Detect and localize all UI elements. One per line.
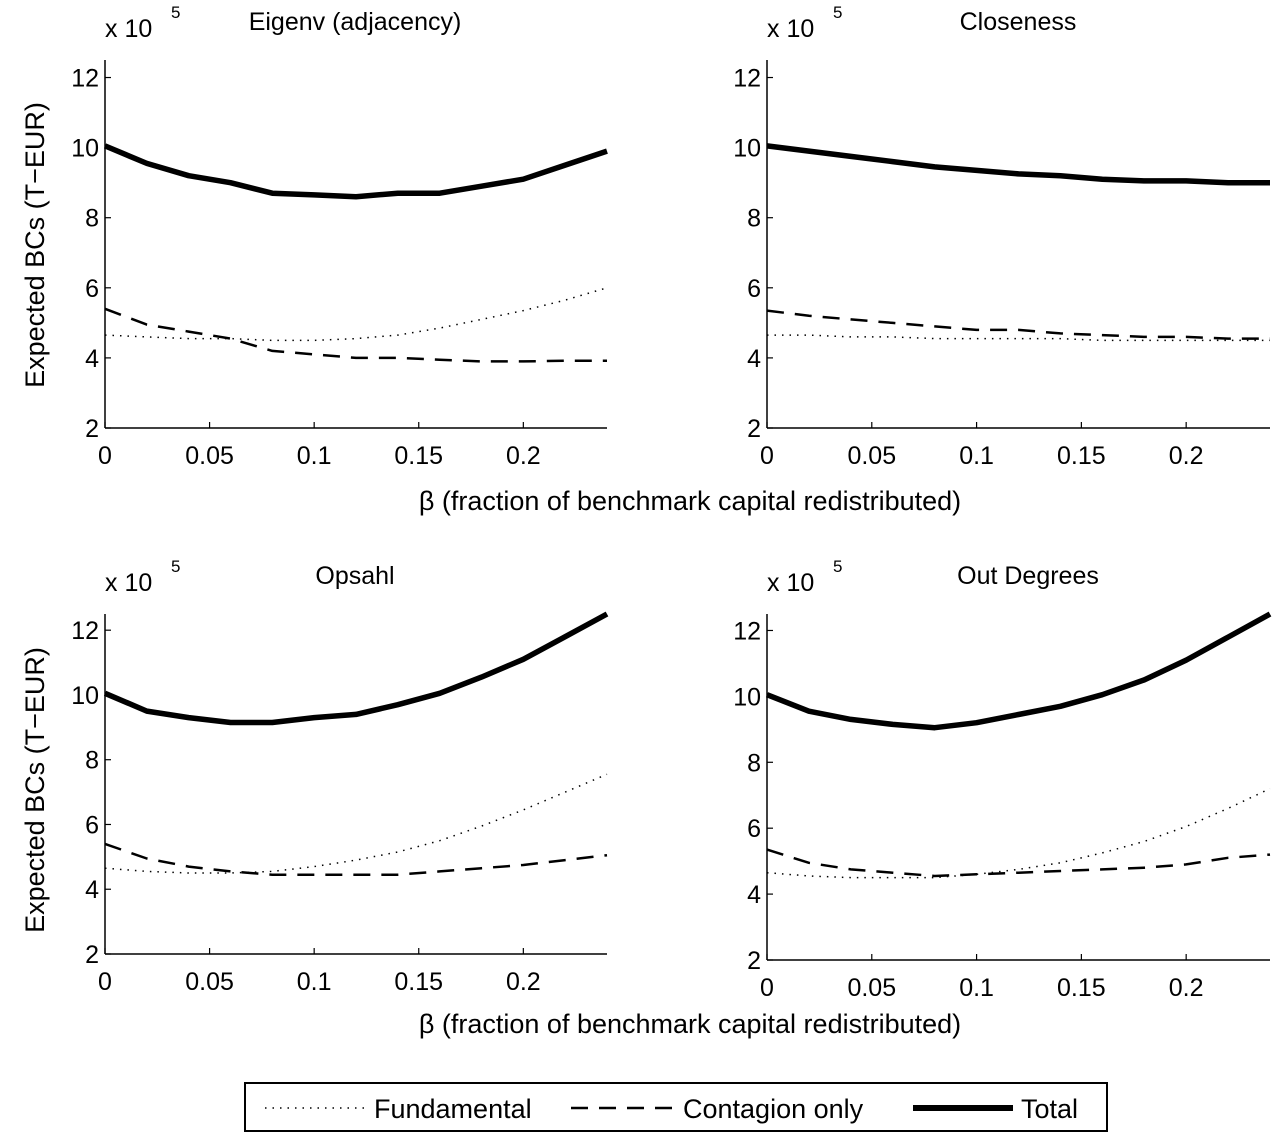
series-line-contagion-only <box>766 848 1271 878</box>
y-tick-label: 2 <box>85 415 99 443</box>
y-tick-label: 10 <box>733 683 761 711</box>
x-tick-label: 0 <box>98 968 112 996</box>
x-tick-label: 0.15 <box>394 968 443 996</box>
y-axis-label-bottom: Expected BCs (T−EUR) <box>20 647 50 933</box>
series-line-fundamental <box>104 773 608 874</box>
legend: Fundamental Contagion only Total <box>244 1082 1108 1132</box>
y-tick-label: 2 <box>85 941 99 969</box>
x-axis-label: β (fraction of benchmark capital redistr… <box>419 1009 961 1039</box>
chart-title: Closeness <box>960 8 1077 36</box>
y-tick-label: 10 <box>733 135 761 163</box>
x-tick-label: 0.15 <box>1057 974 1106 1002</box>
y-tick-label: 4 <box>747 345 761 373</box>
series-line-contagion-only <box>104 307 607 363</box>
x-tick-label: 0.2 <box>1169 974 1204 1002</box>
x-tick-label: 0.1 <box>297 968 332 996</box>
y-tick-label: 6 <box>747 815 761 843</box>
y-scale-exponent: x 10 <box>105 569 152 597</box>
y-tick-label: 6 <box>85 275 99 303</box>
legend-label-fundamental: Fundamental <box>374 1094 532 1124</box>
x-tick-label: 0.1 <box>959 442 994 470</box>
series-line-fundamental <box>104 287 608 342</box>
y-tick-label: 4 <box>85 345 99 373</box>
y-axis-label-top: Expected BCs (T−EUR) <box>20 102 50 388</box>
x-tick-label: 0.05 <box>185 442 234 470</box>
y-tick-label: 12 <box>733 617 761 645</box>
y-tick-label: 12 <box>71 65 99 93</box>
y-tick-label: 8 <box>85 205 99 233</box>
legend-label-contagion: Contagion only <box>683 1094 864 1124</box>
y-tick-label: 6 <box>85 811 99 839</box>
y-tick-label: 10 <box>71 135 99 163</box>
y-scale-exponent: x 10 <box>105 15 152 43</box>
chart-panel-2: 2 4 6 8 10 12 0 0.05 0.1 0.15 0.2 x 10 5 Closeness β (… <box>419 3 1270 516</box>
y-tick-label: 2 <box>747 947 761 975</box>
y-scale-exponent-power: 5 <box>171 3 180 22</box>
x-tick-label: 0.2 <box>506 968 541 996</box>
series-line-fundamental <box>767 334 1270 342</box>
y-scale-exponent: x 10 <box>767 15 814 43</box>
y-scale-exponent: x 10 <box>767 569 814 597</box>
x-tick-label: 0.05 <box>185 968 234 996</box>
series-line-fundamental <box>766 787 1271 879</box>
series-line-contagion-only <box>104 842 608 876</box>
y-tick-label: 8 <box>85 747 99 775</box>
x-tick-label: 0 <box>760 974 774 1002</box>
y-scale-exponent-power: 5 <box>833 557 842 576</box>
y-scale-exponent-power: 5 <box>171 557 180 576</box>
x-axis-label: β (fraction of benchmark capital redistr… <box>419 486 961 516</box>
chart-title: Opsahl <box>315 562 394 590</box>
chart-panel-3: 2 4 6 8 10 12 0 0.05 0.1 0.15 0.2 x 10 5 Opsahl <box>71 557 609 996</box>
x-tick-label: 0.1 <box>959 974 994 1002</box>
y-tick-label: 4 <box>747 881 761 909</box>
y-tick-label: 8 <box>747 749 761 777</box>
series-line-contagion-only <box>766 309 1270 340</box>
y-tick-label: 8 <box>747 205 761 233</box>
x-tick-label: 0.15 <box>1057 442 1106 470</box>
chart-title: Out Degrees <box>957 562 1099 590</box>
y-tick-label: 2 <box>747 415 761 443</box>
y-tick-label: 12 <box>733 65 761 93</box>
x-tick-label: 0.05 <box>847 974 896 1002</box>
x-tick-label: 0 <box>760 442 774 470</box>
x-tick-label: 0 <box>98 442 112 470</box>
series-line-total <box>103 143 608 200</box>
x-tick-label: 0.05 <box>847 442 896 470</box>
chart-panel-1: 2 4 6 8 10 12 0 0.05 0.1 0.15 0.2 x 10 5 Eigenv (adja… <box>71 3 608 470</box>
x-tick-label: 0.1 <box>297 442 332 470</box>
legend-label-total: Total <box>1021 1094 1078 1124</box>
legend-box <box>244 1082 1108 1132</box>
x-tick-label: 0.2 <box>506 442 541 470</box>
chart-panel-4: 2 4 6 8 10 12 0 0.05 0.1 0.15 0.2 x 10 5 Out Degrees β… <box>419 557 1272 1039</box>
y-tick-label: 6 <box>747 275 761 303</box>
y-tick-label: 12 <box>71 617 99 645</box>
x-tick-label: 0.15 <box>394 442 443 470</box>
y-scale-exponent-power: 5 <box>833 3 842 22</box>
series-line-total <box>103 611 609 726</box>
chart-title: Eigenv (adjacency) <box>249 8 462 36</box>
series-line-total <box>766 143 1270 186</box>
x-tick-label: 0.2 <box>1169 442 1204 470</box>
series-line-total <box>765 611 1272 731</box>
y-tick-label: 4 <box>85 876 99 904</box>
y-tick-label: 10 <box>71 682 99 710</box>
